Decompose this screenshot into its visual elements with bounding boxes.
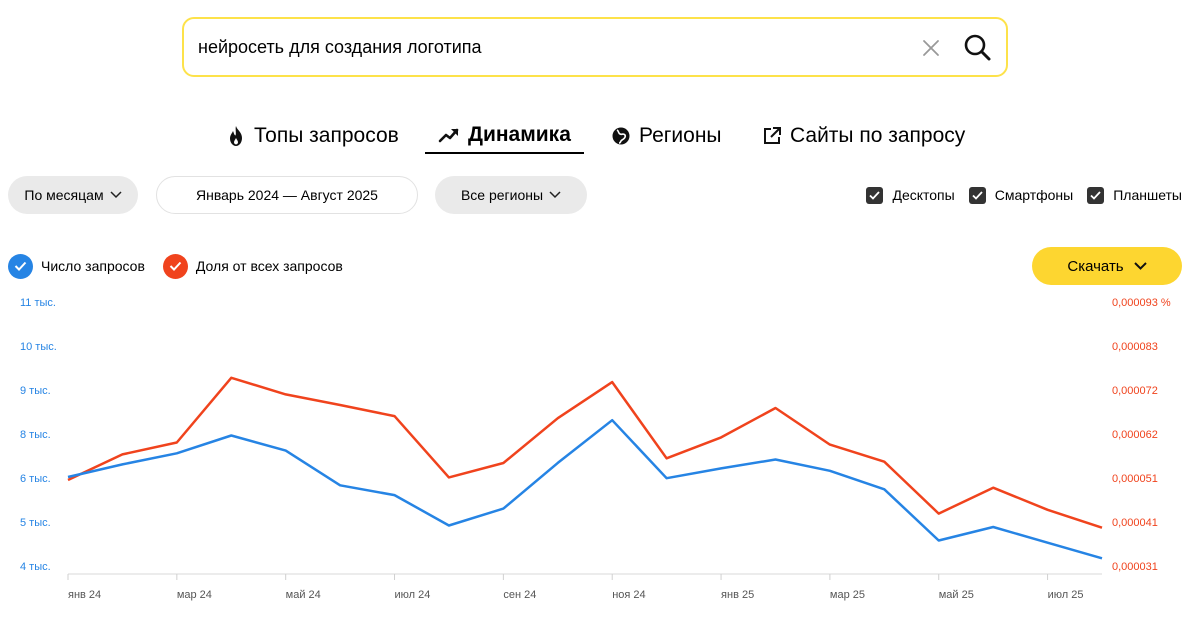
x-tick-label: ноя 24 <box>612 589 645 601</box>
checkbox-label: Планшеты <box>1113 187 1182 203</box>
y-tick-label-right: 0,000031 <box>1112 561 1158 573</box>
series-line-query-share <box>67 376 1103 529</box>
checkmark-icon <box>968 186 986 204</box>
checkmark-icon <box>1087 186 1105 204</box>
globe-icon <box>612 127 630 145</box>
tab-label: Топы запросов <box>254 124 399 147</box>
y-tick-label-right: 0,000072 <box>1112 385 1158 397</box>
y-tick-label-right: 0,000062 <box>1112 429 1158 441</box>
clear-icon[interactable] <box>920 37 942 59</box>
date-range-picker[interactable]: Январь 2024 — Август 2025 <box>156 176 418 214</box>
y-tick-label-left: 4 тыс. <box>20 561 51 573</box>
checkbox-tablets[interactable]: Планшеты <box>1087 186 1182 204</box>
checkbox-desktops[interactable]: Десктопы <box>866 186 955 204</box>
search-input[interactable] <box>198 19 898 75</box>
chevron-down-icon <box>1133 262 1147 270</box>
fire-icon <box>230 126 242 146</box>
series-line-query-count <box>67 418 1103 560</box>
legend-label: Число запросов <box>41 258 145 274</box>
legend-label: Доля от всех запросов <box>195 258 343 274</box>
tab-regions[interactable]: Регионы <box>611 118 722 154</box>
checkmark-icon <box>162 253 188 279</box>
y-tick-label-left: 6 тыс. <box>20 473 51 485</box>
external-link-icon <box>764 127 781 144</box>
checkbox-label: Десктопы <box>892 187 955 203</box>
x-tick-label: май 25 <box>939 589 974 601</box>
tab-label: Регионы <box>639 124 722 147</box>
legend-item-query-share[interactable]: Доля от всех запросов <box>162 253 343 279</box>
x-tick-label: июл 24 <box>395 589 431 601</box>
tab-dynamics[interactable]: Динамика <box>425 118 584 154</box>
tab-label: Сайты по запросу <box>790 124 966 147</box>
chevron-down-icon <box>110 191 122 199</box>
y-tick-label-right: 0,000083 <box>1112 341 1158 353</box>
y-tick-label-left: 8 тыс. <box>20 429 51 441</box>
device-filters: Десктопы Смартфоны Планшеты <box>852 185 1182 205</box>
tab-label: Динамика <box>468 123 571 146</box>
checkbox-label: Смартфоны <box>994 187 1074 203</box>
y-tick-label-left: 9 тыс. <box>20 385 51 397</box>
y-tick-label-left: 5 тыс. <box>20 517 51 529</box>
tab-sites[interactable]: Сайты по запросу <box>762 118 965 154</box>
date-range-label: Январь 2024 — Август 2025 <box>196 187 378 203</box>
x-tick-label: мар 25 <box>830 589 865 601</box>
checkmark-icon <box>866 186 884 204</box>
y-tick-label-left: 11 тыс. <box>20 297 56 309</box>
period-select[interactable]: По месяцам <box>8 176 138 214</box>
download-label: Скачать <box>1067 257 1124 275</box>
search-icon[interactable] <box>962 32 994 64</box>
trend-up-icon <box>438 128 459 143</box>
period-label: По месяцам <box>24 187 104 203</box>
y-tick-label-left: 10 тыс. <box>20 341 57 353</box>
y-tick-label-right: 0,000051 <box>1112 473 1158 485</box>
x-tick-label: сен 24 <box>503 589 536 601</box>
search-bar <box>182 17 1008 77</box>
regions-select[interactable]: Все регионы <box>435 176 587 214</box>
tab-top-queries[interactable]: Топы запросов <box>226 118 399 154</box>
tabs-bar: Топы запросов Динамика Регионы Сайты по … <box>0 118 1200 158</box>
x-tick-label: июл 25 <box>1048 589 1084 601</box>
x-tick-label: янв 25 <box>721 589 754 601</box>
checkmark-icon <box>8 253 33 279</box>
checkbox-smartphones[interactable]: Смартфоны <box>968 186 1074 204</box>
chevron-down-icon <box>549 191 561 199</box>
y-tick-label-right: 0,000041 <box>1112 517 1158 529</box>
regions-label: Все регионы <box>460 187 544 203</box>
chart-legend: Число запросов Доля от всех запросов <box>8 253 361 279</box>
y-tick-label-right: 0,000093 % <box>1112 297 1171 309</box>
download-button[interactable]: Скачать <box>1032 247 1182 285</box>
x-tick-label: май 24 <box>286 589 321 601</box>
x-tick-label: янв 24 <box>68 589 101 601</box>
dynamics-chart: 11 тыс. 10 тыс. 9 тыс. 8 тыс. 6 тыс. 5 тыс. 4 … <box>20 297 1171 601</box>
legend-item-query-count[interactable]: Число запросов <box>8 253 145 279</box>
x-tick-label: мар 24 <box>177 589 212 601</box>
